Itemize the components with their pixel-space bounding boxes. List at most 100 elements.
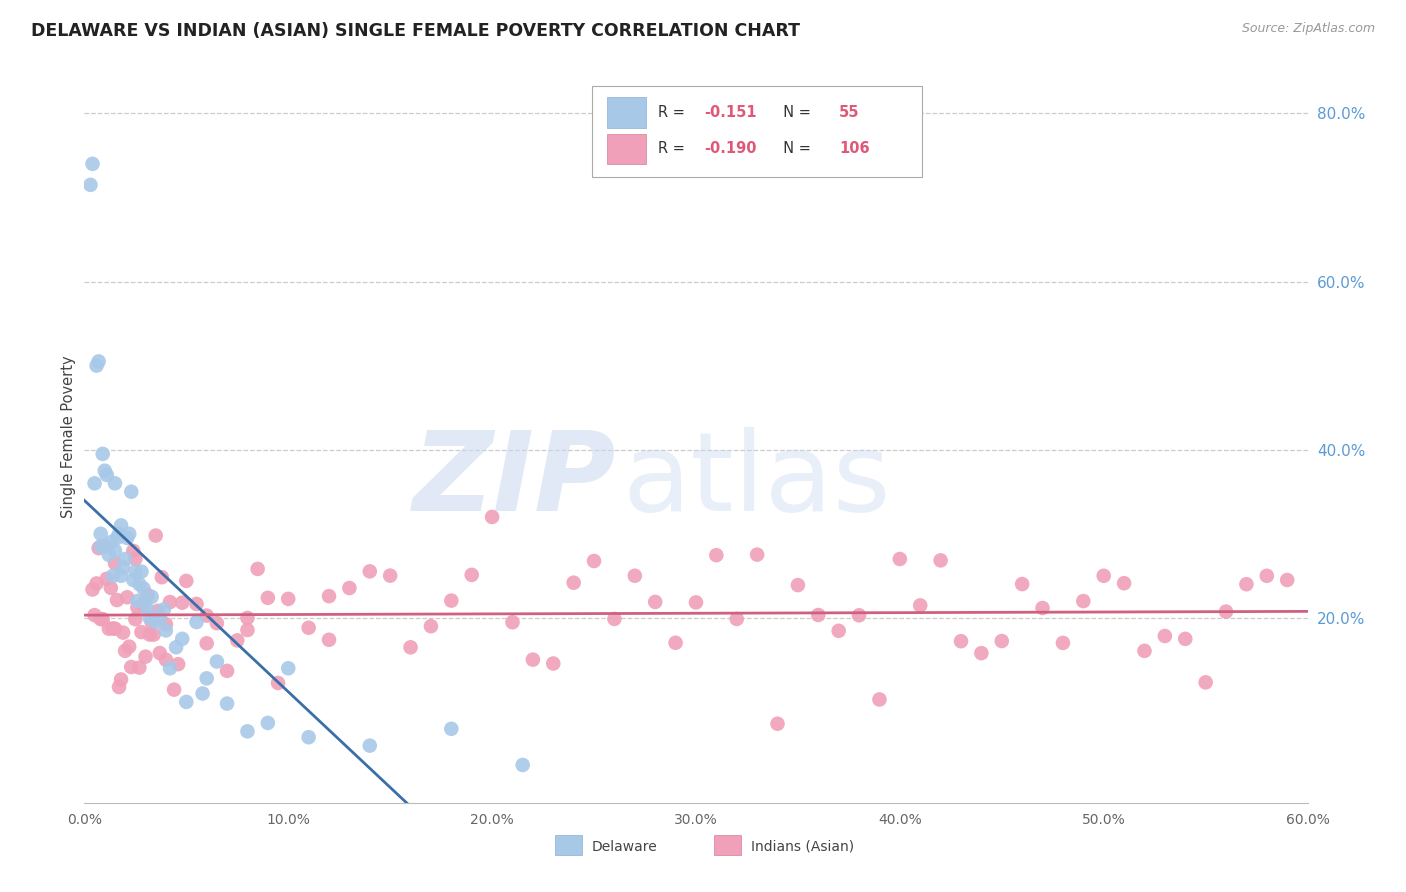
Point — [583, 554, 606, 568]
Text: -0.190: -0.190 — [704, 142, 756, 156]
Point — [257, 591, 280, 605]
Point — [124, 612, 146, 626]
Point — [128, 577, 150, 591]
Text: N =: N = — [775, 142, 815, 156]
Point — [87, 354, 110, 368]
Point — [105, 593, 128, 607]
Point — [950, 634, 973, 648]
Text: atlas: atlas — [623, 427, 891, 534]
Point — [277, 591, 299, 606]
Point — [96, 467, 118, 482]
Point — [87, 541, 110, 556]
Point — [138, 611, 160, 625]
Point — [114, 552, 136, 566]
Point — [298, 621, 321, 635]
Point — [124, 552, 146, 566]
Point — [685, 595, 707, 609]
Point — [1073, 594, 1095, 608]
Point — [82, 582, 104, 597]
Point — [155, 617, 177, 632]
Text: R =: R = — [658, 105, 689, 120]
Point — [165, 640, 187, 655]
Text: -0.151: -0.151 — [704, 105, 758, 120]
Point — [725, 612, 748, 626]
Point — [83, 476, 105, 491]
Point — [159, 595, 181, 609]
Point — [205, 616, 228, 631]
Point — [108, 526, 131, 541]
Point — [1256, 569, 1278, 583]
Point — [174, 574, 197, 588]
Point — [155, 653, 177, 667]
Point — [889, 552, 911, 566]
Point — [217, 664, 239, 678]
Point — [910, 599, 932, 613]
Point — [277, 661, 299, 675]
Point — [97, 622, 120, 636]
Point — [440, 593, 463, 607]
Point — [120, 660, 142, 674]
Point — [141, 615, 163, 629]
Bar — [606, 97, 645, 128]
Point — [318, 632, 340, 647]
Point — [108, 680, 131, 694]
Point — [115, 591, 138, 605]
Text: Indians (Asian): Indians (Asian) — [751, 839, 853, 854]
Bar — [592, 86, 922, 178]
Point — [100, 535, 122, 549]
Point — [174, 695, 197, 709]
Point — [146, 604, 169, 618]
Point — [929, 553, 952, 567]
Point — [766, 716, 789, 731]
Point — [481, 510, 503, 524]
Point — [118, 640, 141, 654]
Y-axis label: Single Female Poverty: Single Female Poverty — [60, 356, 76, 518]
Point — [298, 730, 321, 744]
Point — [149, 611, 172, 625]
Text: ZIP: ZIP — [413, 427, 616, 534]
Point — [118, 526, 141, 541]
Point — [141, 590, 163, 604]
Point — [1092, 569, 1115, 583]
Point — [562, 575, 585, 590]
Point — [96, 572, 118, 586]
Point — [104, 476, 127, 491]
Point — [105, 531, 128, 545]
Text: Source: ZipAtlas.com: Source: ZipAtlas.com — [1241, 22, 1375, 36]
Point — [1133, 644, 1156, 658]
Point — [624, 568, 647, 582]
Bar — [714, 835, 741, 855]
Point — [100, 581, 122, 595]
Point — [399, 640, 422, 655]
Point — [195, 608, 218, 623]
Point — [339, 581, 361, 595]
Point — [120, 484, 142, 499]
Point — [195, 636, 218, 650]
Point — [124, 565, 146, 579]
Point — [191, 686, 214, 700]
Point — [114, 644, 136, 658]
Point — [104, 556, 127, 570]
Point — [101, 622, 124, 636]
Point — [1011, 577, 1033, 591]
Point — [1215, 605, 1237, 619]
Point — [82, 157, 104, 171]
Text: 55: 55 — [839, 105, 859, 120]
Point — [848, 608, 870, 623]
Point — [83, 608, 105, 623]
Point — [318, 589, 340, 603]
Point — [132, 599, 155, 613]
Point — [115, 531, 138, 545]
Point — [186, 615, 208, 629]
Text: 106: 106 — [839, 142, 870, 156]
Point — [110, 673, 132, 687]
Point — [267, 676, 290, 690]
Point — [104, 622, 127, 636]
Text: Delaware: Delaware — [592, 839, 658, 854]
Point — [131, 625, 153, 640]
Point — [1236, 577, 1258, 591]
Point — [150, 570, 173, 584]
Point — [91, 447, 114, 461]
Point — [236, 623, 259, 637]
Point — [86, 576, 108, 591]
